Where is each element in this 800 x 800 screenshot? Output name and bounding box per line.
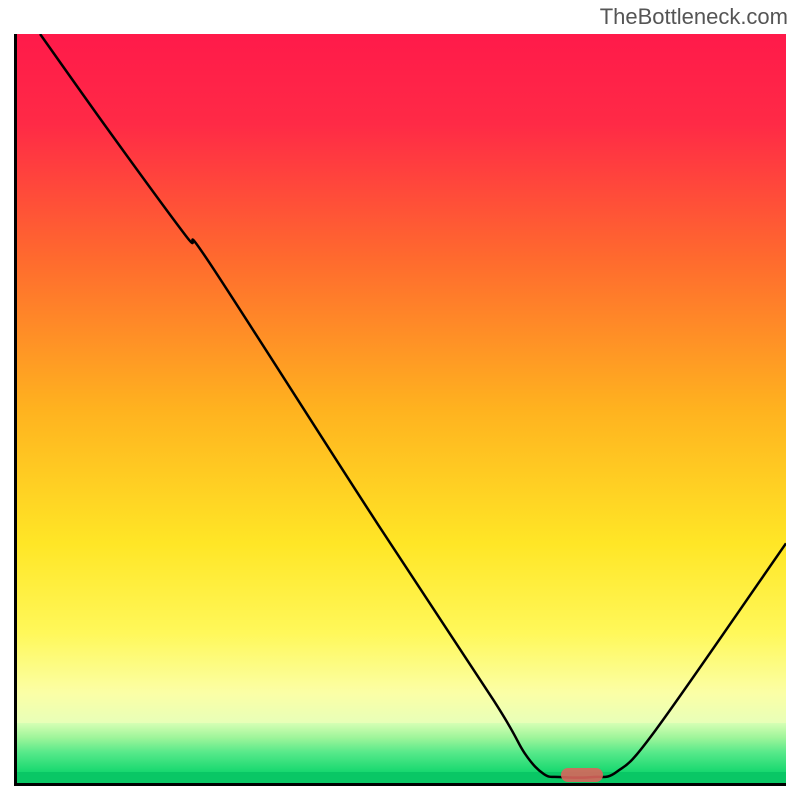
bottleneck-curve <box>17 34 786 783</box>
optimal-marker <box>561 768 603 782</box>
watermark-text: TheBottleneck.com <box>600 4 788 30</box>
plot-area <box>17 34 786 783</box>
